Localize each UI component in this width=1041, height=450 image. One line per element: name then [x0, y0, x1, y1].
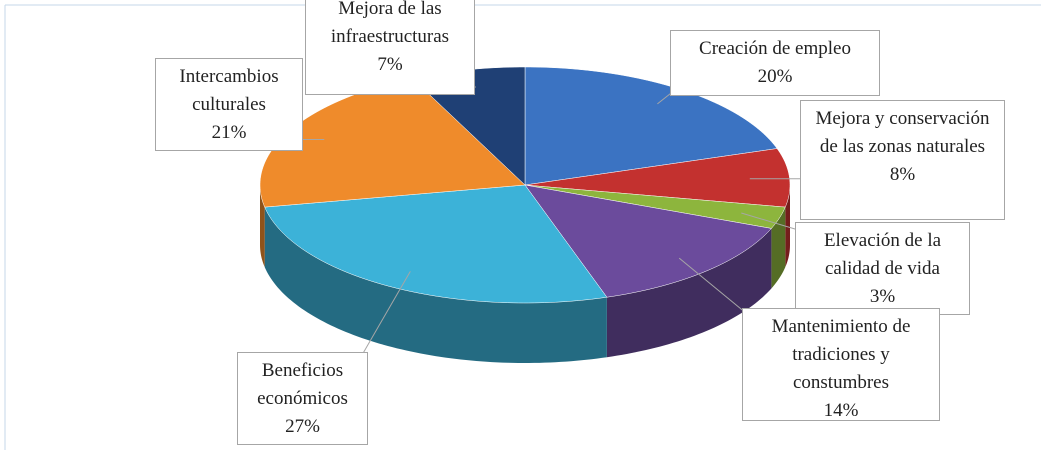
category-label: Mejora y conservación de las zonas natur… [815, 108, 990, 157]
callout-pointer [678, 257, 753, 319]
value-label: 20% [757, 66, 793, 87]
data-label: Creación de empleo 20% [670, 30, 880, 96]
data-label: Elevación de la calidad de vida 3% [795, 222, 970, 315]
pie-slice [264, 184, 608, 304]
category-label: Mejora de las infraestructuras [330, 0, 450, 47]
slice-side [771, 207, 786, 289]
value-label: 7% [377, 54, 403, 75]
value-label: 8% [889, 164, 916, 185]
value-label: 21% [211, 122, 247, 143]
category-label: Beneficios económicos [257, 360, 348, 409]
pie-slice [524, 184, 786, 229]
category-label: Mantenimiento de tradiciones y constumbr… [771, 316, 911, 393]
slice-side [606, 228, 772, 358]
data-label: Mejora de las infraestructuras 7% [305, 0, 475, 95]
pie-slice [524, 148, 791, 208]
value-label: 27% [285, 416, 320, 437]
data-label: Beneficios económicos 27% [237, 352, 368, 445]
category-label: Creación de empleo [699, 38, 851, 59]
value-label: 3% [869, 286, 896, 307]
slice-side [260, 185, 265, 268]
data-label: Intercambios culturales 21% [155, 58, 303, 151]
data-label: Mejora y conservación de las zonas natur… [800, 100, 1005, 220]
callout-pointer [357, 271, 411, 363]
category-label: Elevación de la calidad de vida [823, 230, 942, 279]
category-label: Intercambios culturales [179, 66, 279, 115]
slice-side [785, 185, 790, 268]
slice-side [264, 207, 607, 363]
value-label: 14% [823, 400, 859, 421]
data-label: Mantenimiento de tradiciones y constumbr… [742, 308, 940, 421]
callout-pointer [741, 212, 806, 233]
